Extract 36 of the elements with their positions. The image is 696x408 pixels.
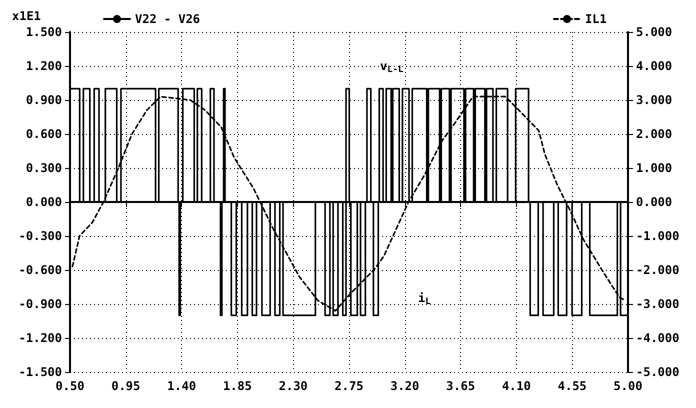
y2-tick-label: 0.000 <box>636 195 672 209</box>
y2-tick-label: -4.000 <box>636 331 680 345</box>
x-tick-label: 4.55 <box>558 379 587 393</box>
y2-tick-label: 3.000 <box>636 93 672 107</box>
y2-tick-label: 5.000 <box>636 25 672 39</box>
x-tick-label: 3.65 <box>446 379 476 393</box>
x-tick-label: 0.95 <box>111 379 140 393</box>
legend-label: V22 - V26 <box>135 12 200 26</box>
y-tick-label: -1.500 <box>18 365 62 379</box>
x-tick-label: 3.20 <box>390 379 420 393</box>
x-tick-label: 4.10 <box>502 379 531 393</box>
y2-tick-label: -5.000 <box>636 365 680 379</box>
y-tick-label: -0.600 <box>18 263 62 277</box>
y2-tick-label: -3.000 <box>636 297 680 311</box>
x-tick-label: 5.00 <box>614 379 642 393</box>
y-tick-label: 0.000 <box>26 195 62 209</box>
text: x1E1 <box>12 9 41 23</box>
y2-tick-label: 2.000 <box>636 127 672 141</box>
x-tick-label: 2.75 <box>334 379 364 393</box>
x-tick-label: 0.50 <box>56 379 84 393</box>
y-tick-label: 0.900 <box>26 93 62 107</box>
y2-tick-label: 4.000 <box>636 59 672 73</box>
y2-tick-label: 1.000 <box>636 161 672 175</box>
y-tick-label: 0.600 <box>26 127 62 141</box>
y-tick-label: -0.900 <box>18 297 62 311</box>
y-tick-label: -1.200 <box>18 331 62 345</box>
legend-label: IL1 <box>585 12 607 26</box>
y-tick-label: 1.200 <box>26 59 62 73</box>
x-tick-label: 1.85 <box>222 379 252 393</box>
y2-tick-label: -2.000 <box>636 263 680 277</box>
y2-tick-label: -1.000 <box>636 229 680 243</box>
y-tick-label: 1.500 <box>26 25 62 39</box>
x-tick-label: 2.30 <box>278 379 308 393</box>
y-tick-label: -0.300 <box>18 229 62 243</box>
x-tick-label: 1.40 <box>167 379 196 393</box>
y-tick-label: 0.300 <box>26 161 62 175</box>
